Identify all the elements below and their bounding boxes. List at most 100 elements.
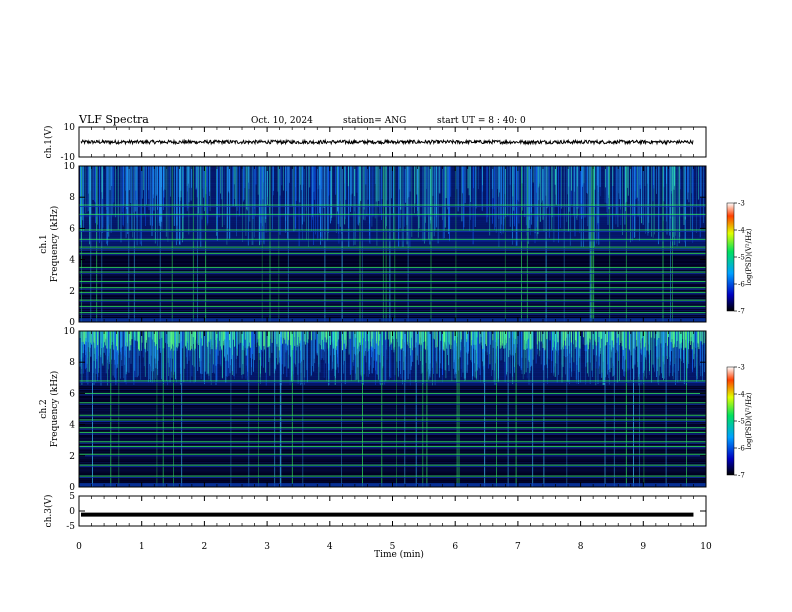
wideband-streak: [288, 331, 289, 367]
wideband-streak: [278, 166, 280, 215]
noise-band: [79, 295, 706, 297]
wideband-green: [613, 331, 615, 345]
wideband-streak: [108, 166, 110, 225]
wideband-green: [146, 331, 147, 341]
wideband-streak: [669, 166, 671, 236]
wideband-green: [185, 331, 187, 346]
wideband-streak: [302, 166, 304, 185]
wideband-streak: [418, 166, 420, 229]
wideband-streak: [358, 166, 360, 204]
wideband-streak: [444, 166, 446, 228]
wideband-streak: [95, 166, 96, 224]
spectral-line-shadow: [79, 394, 706, 396]
wideband-streak: [692, 166, 694, 205]
wideband-streak: [529, 166, 531, 229]
wideband-streak: [696, 331, 698, 380]
wideband-streak: [299, 166, 301, 203]
wideband-streak: [461, 166, 463, 222]
wideband-streak: [283, 331, 285, 367]
noise-band: [79, 283, 706, 285]
wideband-streak: [313, 331, 315, 359]
wideband-green: [336, 331, 338, 347]
wideband-green: [649, 331, 651, 351]
wideband-streak: [385, 166, 386, 229]
wideband-streak: [492, 166, 493, 224]
wideband-streak: [210, 331, 212, 385]
wideband-streak: [599, 331, 601, 374]
wideband-streak: [86, 166, 88, 212]
spectral-line-shadow: [79, 230, 706, 232]
wideband-streak: [448, 166, 449, 234]
wideband-green: [326, 331, 328, 340]
wideband-green: [191, 331, 193, 349]
wideband-streak: [676, 331, 677, 381]
wideband-streak: [615, 331, 617, 353]
spectral-line-shadow: [79, 313, 706, 315]
y-tick-label: 8: [69, 193, 75, 203]
wideband-streak: [673, 331, 675, 373]
wideband-streak: [524, 331, 525, 375]
noise-band: [79, 467, 706, 469]
wideband-streak: [120, 331, 121, 379]
wideband-streak: [190, 331, 192, 346]
wideband-green: [85, 331, 86, 342]
wideband-green: [168, 331, 170, 347]
wideband-streak: [304, 331, 306, 378]
wideband-streak: [696, 166, 697, 233]
wideband-streak: [268, 331, 270, 362]
wideband-streak: [647, 166, 648, 184]
noise-band: [79, 397, 706, 398]
wideband-streak: [301, 331, 303, 384]
wideband-green: [157, 331, 158, 350]
wideband-streak: [455, 331, 457, 374]
wideband-streak: [630, 331, 631, 381]
wideband-streak: [634, 166, 636, 238]
sferic-spike: [171, 166, 173, 322]
wideband-streak: [355, 331, 356, 356]
wideband-streak: [140, 331, 141, 380]
wideband-streak: [587, 166, 589, 227]
wideband-streak: [206, 166, 208, 187]
wideband-green: [325, 331, 327, 343]
wideband-streak: [654, 331, 655, 372]
wideband-streak: [405, 331, 407, 380]
wideband-streak: [616, 331, 617, 350]
wideband-streak: [159, 331, 161, 349]
wideband-streak: [317, 166, 319, 239]
wideband-streak: [472, 331, 474, 349]
wideband-streak: [309, 166, 311, 188]
sferic-spike: [415, 331, 417, 487]
wideband-green: [565, 331, 567, 338]
wideband-streak: [470, 331, 472, 361]
sferic-spike: [426, 331, 428, 487]
wideband-streak: [288, 166, 290, 183]
wideband-streak: [151, 166, 153, 236]
wideband-streak: [82, 166, 84, 232]
spectral-line: [79, 299, 706, 301]
wideband-streak: [536, 166, 537, 228]
wideband-streak: [527, 331, 529, 368]
wideband-streak: [554, 331, 556, 377]
wideband-streak: [698, 166, 699, 200]
wideband-streak: [518, 166, 520, 224]
wideband-green: [676, 331, 678, 348]
wideband-streak: [291, 331, 292, 381]
noise-band: [79, 389, 706, 391]
wideband-green: [400, 331, 402, 349]
wideband-streak: [102, 166, 104, 228]
wideband-streak: [634, 166, 636, 230]
wideband-green: [138, 331, 140, 341]
wideband-streak: [459, 331, 461, 358]
wideband-streak: [105, 331, 107, 374]
wideband-streak: [376, 331, 378, 362]
wideband-streak: [277, 331, 279, 348]
ch3-waveform-ylabel: ch.3(V): [43, 495, 54, 528]
wideband-streak: [561, 331, 563, 383]
wideband-streak: [540, 331, 542, 365]
wideband-streak: [291, 331, 292, 356]
wideband-streak: [669, 331, 670, 377]
wideband-streak: [99, 166, 101, 229]
wideband-streak: [513, 166, 515, 184]
wideband-green: [672, 331, 674, 348]
wideband-green: [90, 331, 92, 343]
